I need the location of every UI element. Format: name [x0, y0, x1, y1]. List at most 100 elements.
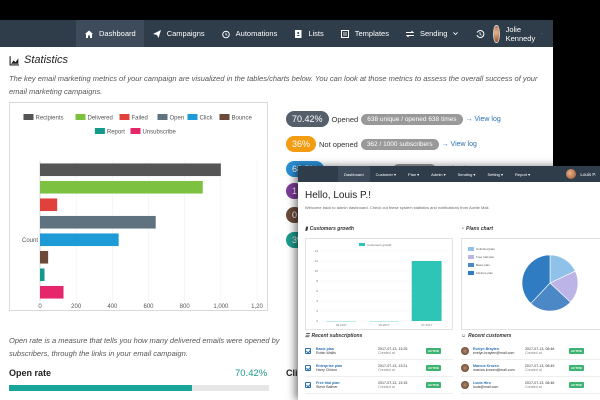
subscription-info: Enterprise plan Harry Clinton	[316, 364, 378, 372]
check-icon	[305, 348, 311, 354]
customers-growth-label: Customers growth	[309, 226, 354, 232]
legend-swatch	[75, 114, 86, 120]
created-date: 2017-07-13, 13:21	[378, 364, 408, 368]
customer-row[interactable]: Evelyn Brayten evelyn.brayten@mail.com 201…	[461, 344, 600, 358]
legend-swatch	[94, 128, 105, 134]
y-tick-label: 10	[315, 269, 319, 273]
recent-customers-label: Recent customers	[468, 333, 512, 339]
pie-slice[interactable]	[530, 282, 571, 312]
legend-label: Free trial plan	[476, 255, 495, 259]
customer-name[interactable]: Louis Hiro	[473, 381, 491, 385]
nav-sending-label: Sending	[419, 29, 448, 38]
nav-item[interactable]: Report ▾	[515, 171, 531, 177]
nav-item[interactable]: Dashboard	[338, 166, 370, 182]
user-name[interactable]: Louis P.	[580, 171, 596, 177]
bar-bounce[interactable]	[40, 250, 49, 264]
legend-label: Basic plan	[476, 263, 490, 267]
plans-chart-title: ◔ Plans chart	[461, 226, 493, 232]
created-date: 2017-07-13, 13:25	[378, 347, 408, 351]
status-badge: ACTIVE	[426, 348, 442, 354]
customer-email: marcus.krozen@mail.com	[473, 368, 515, 372]
legend-label: Lifetime plan	[476, 271, 493, 275]
metric-detail-badge: 638 unique / opened 638 times	[361, 113, 463, 125]
avatar	[461, 347, 469, 355]
bar-chart-svg: Recipients Delivered Failed Open Click Bounce…	[22, 114, 263, 310]
nav-item[interactable]: Admin ▾	[431, 171, 446, 177]
plan-name[interactable]: Basic plan	[316, 347, 334, 351]
bar-click[interactable]	[40, 233, 119, 247]
x-tick-label: 09.2017	[336, 323, 347, 327]
pie-slice[interactable]	[521, 254, 551, 304]
admin-navbar: Dashboard Customer ▾ Plan ▾ Admin ▾ Sending …	[298, 166, 600, 182]
nav-item[interactable]: Setting ▾	[487, 171, 504, 177]
metric-row: 70.42% Opened 638 unique / opened 638 time…	[286, 111, 501, 127]
plan-name[interactable]: Enterprise plan	[316, 364, 343, 368]
view-log-link[interactable]: → View log	[465, 115, 501, 123]
y-tick-label: 8	[316, 279, 318, 283]
subscription-info: Basic plan Robin Wallis	[316, 347, 378, 355]
growth-bar[interactable]	[411, 261, 442, 321]
history-button[interactable]	[467, 20, 493, 47]
alarm-icon	[221, 30, 230, 38]
recent-subscriptions-label: Recent subscriptions	[311, 333, 363, 339]
customer-row[interactable]: Marcus Krozen marcus.krozen@mail.com 2017-…	[461, 361, 600, 375]
status-badge: ACTIVE	[426, 382, 442, 388]
growth-chart-svg: Customers growth 0 2 4 6 8 10 12 14 09.2017 09.201…	[315, 243, 448, 327]
subscription-row[interactable]: Basic plan Robin Wallis 2017-07-13, 13:25 C…	[305, 344, 453, 358]
template-icon	[340, 29, 349, 38]
customers-growth-chart: Customers growth 0 2 4 6 8 10 12 14 09.2017 09.201…	[305, 238, 453, 330]
customer-name[interactable]: Evelyn Brayten	[473, 347, 499, 351]
nav-automations[interactable]: Automations	[213, 20, 286, 47]
statistics-intro: The key email marketing metrics of your …	[9, 74, 538, 96]
avatar[interactable]	[566, 169, 577, 179]
customer-name[interactable]: Marcus Krozen	[473, 364, 499, 368]
legend-swatch	[219, 114, 230, 120]
bar-recipients[interactable]	[40, 163, 221, 177]
legend-swatch	[187, 114, 198, 120]
nav-dashboard[interactable]: Dashboard	[76, 20, 144, 47]
subscription-row[interactable]: Enterprise plan Harry Clinton 2017-07-13, …	[305, 361, 453, 375]
y-tick-label: 6	[316, 289, 318, 293]
status-badge: ACTIVE	[569, 348, 585, 354]
nav-item[interactable]: Customer ▾	[375, 171, 397, 177]
metric-label: Not opened	[319, 139, 358, 149]
created-date: 2017-07-13, 08:46	[525, 381, 555, 385]
legend-label: Unlimited plan	[476, 247, 495, 251]
pie-icon: ◔	[461, 226, 465, 232]
users-icon: ☺	[461, 333, 467, 339]
subscription-date: 2017-07-13, 13:15 Created at	[378, 381, 426, 389]
avatar[interactable]	[493, 24, 500, 43]
subscription-row[interactable]: Free trial plan Steve Balmer 2017-07-13, 1…	[305, 378, 453, 392]
legend-label: Click	[200, 116, 214, 122]
subscription-date: 2017-07-13, 13:21 Created at	[378, 364, 426, 372]
nav-item[interactable]: Sending ▾	[457, 171, 476, 177]
bar-delivered[interactable]	[40, 180, 203, 194]
bar-unsubscribe[interactable]	[40, 285, 64, 299]
nav-campaigns[interactable]: Campaigns	[144, 20, 213, 47]
legend-swatch	[468, 255, 474, 259]
check-icon	[305, 365, 311, 371]
customer-row[interactable]: Louis Hiro louis@mail.com 2017-07-13, 08:4…	[461, 378, 600, 392]
y-tick-label: 14	[315, 249, 319, 253]
y-tick-label: 12	[315, 259, 319, 263]
customer-info: Louis Hiro louis@mail.com	[473, 381, 525, 389]
bar-report[interactable]	[40, 268, 45, 282]
metrics-bar-chart: Recipients Delivered Failed Open Click Bounce…	[9, 102, 268, 311]
divider	[461, 359, 600, 360]
nav-templates[interactable]: Templates	[332, 20, 397, 47]
bar-open[interactable]	[40, 215, 156, 229]
legend-label: Bounce	[232, 116, 253, 122]
nav-sending[interactable]: Sending	[397, 20, 468, 47]
nav-lists[interactable]: Lists	[285, 20, 331, 47]
recent-customers-title: ☺ Recent customers	[461, 333, 511, 339]
created-label: Created at	[525, 351, 542, 355]
plan-name[interactable]: Free trial plan	[316, 381, 340, 385]
chevron-down-icon[interactable]	[541, 30, 543, 37]
divider	[305, 359, 453, 360]
bar-failed[interactable]	[40, 198, 58, 212]
legend-label: Report	[107, 130, 125, 136]
view-log-link[interactable]: → View log	[441, 140, 477, 148]
user-name[interactable]: Jolie Kennedy	[505, 24, 536, 43]
nav-item[interactable]: Plan ▾	[408, 171, 420, 177]
exchange-icon	[405, 30, 415, 37]
